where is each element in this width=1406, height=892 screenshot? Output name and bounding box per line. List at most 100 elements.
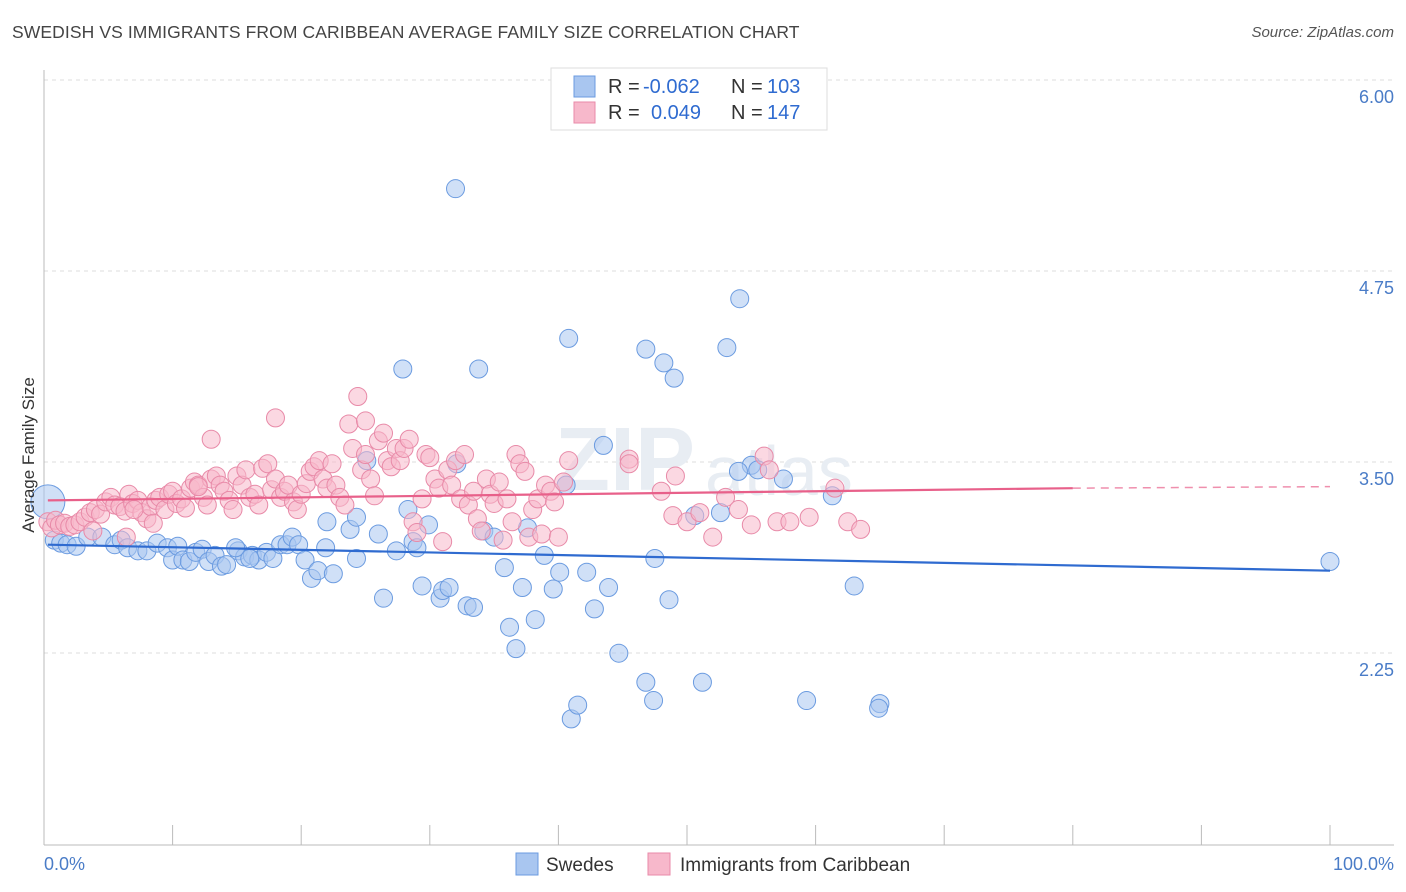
- point-swedes: [512, 577, 532, 597]
- point-caribbean: [265, 408, 285, 428]
- point-swedes: [346, 507, 366, 527]
- point-caribbean: [532, 524, 552, 544]
- point-swedes: [644, 691, 664, 711]
- legend-n-label-swedes: N =: [731, 76, 763, 98]
- point-caribbean: [651, 481, 671, 501]
- point-caribbean: [143, 513, 163, 533]
- point-caribbean: [545, 492, 565, 512]
- trend-line-caribbean-extension: [1072, 485, 1331, 489]
- point-swedes: [654, 353, 674, 373]
- point-swedes: [446, 179, 466, 199]
- point-caribbean: [442, 475, 462, 495]
- point-caribbean: [188, 477, 208, 497]
- point-swedes: [500, 617, 520, 637]
- point-caribbean: [335, 495, 355, 515]
- point-caribbean: [356, 445, 375, 465]
- point-caribbean: [433, 532, 453, 552]
- point-caribbean: [399, 429, 419, 449]
- point-swedes: [664, 368, 684, 388]
- point-caribbean: [348, 386, 368, 406]
- point-swedes: [323, 564, 343, 584]
- point-swedes: [717, 338, 737, 358]
- point-swedes: [308, 561, 328, 581]
- y-tick-label: 2.25: [1359, 660, 1394, 680]
- point-caribbean: [677, 512, 697, 532]
- chart-source: Source: ZipAtlas.com: [1251, 24, 1394, 41]
- point-caribbean: [197, 495, 217, 515]
- point-caribbean: [619, 454, 639, 474]
- point-caribbean: [741, 515, 761, 535]
- point-swedes: [609, 643, 629, 663]
- point-caribbean: [356, 411, 375, 431]
- legend-r-label-caribbean: R =: [608, 102, 640, 124]
- point-swedes: [728, 461, 748, 481]
- point-caribbean: [374, 423, 394, 443]
- point-caribbean: [124, 500, 144, 520]
- point-swedes: [599, 577, 619, 597]
- trend-lines: [47, 485, 1331, 572]
- legend-swatch-caribbean: [573, 101, 596, 124]
- legend-n-label-caribbean: N =: [731, 102, 763, 124]
- point-swedes: [464, 597, 484, 617]
- point-caribbean: [83, 521, 103, 541]
- point-caribbean: [703, 527, 723, 547]
- point-caribbean: [322, 454, 342, 474]
- y-tick-label: 4.75: [1359, 278, 1394, 298]
- x-tick-right: 100.0%: [1333, 854, 1394, 874]
- point-caribbean: [489, 472, 509, 492]
- point-swedes: [559, 328, 579, 348]
- legend-swatch-swedes: [573, 75, 596, 98]
- point-caribbean: [236, 460, 256, 480]
- legend-r-value-caribbean: 0.049: [651, 102, 701, 124]
- point-swedes: [494, 558, 514, 578]
- point-caribbean: [455, 445, 475, 465]
- legend-n-value-caribbean: 147: [767, 102, 800, 124]
- point-swedes: [584, 599, 604, 619]
- point-swedes: [773, 469, 793, 489]
- point-swedes: [577, 562, 597, 582]
- point-caribbean: [780, 512, 800, 532]
- x-tick-left: 0.0%: [44, 854, 85, 874]
- point-caribbean: [361, 469, 381, 489]
- legend-n-value-swedes: 103: [767, 76, 800, 98]
- point-caribbean: [420, 448, 440, 468]
- point-caribbean: [339, 414, 359, 434]
- point-caribbean: [223, 500, 243, 520]
- point-caribbean: [851, 519, 871, 539]
- point-caribbean: [665, 466, 685, 486]
- point-caribbean: [201, 429, 221, 449]
- point-swedes: [393, 359, 413, 379]
- legend-top: R = -0.062 N = 103 R = 0.049 N = 147: [550, 67, 828, 131]
- bottom-legend-swatch-swedes: [515, 852, 539, 876]
- point-caribbean: [116, 527, 136, 547]
- point-caribbean: [554, 472, 574, 492]
- point-swedes: [593, 435, 613, 455]
- trend-line-swedes: [47, 543, 1331, 572]
- point-swedes: [550, 562, 570, 582]
- point-caribbean: [497, 489, 517, 509]
- legend-r-label-swedes: R =: [608, 76, 640, 98]
- point-swedes: [645, 548, 665, 568]
- point-caribbean: [249, 495, 269, 515]
- trend-line-caribbean: [47, 487, 1073, 502]
- point-swedes: [525, 610, 545, 630]
- point-swedes: [346, 548, 366, 568]
- point-swedes: [692, 672, 712, 692]
- point-swedes: [374, 588, 394, 608]
- point-swedes: [636, 672, 656, 692]
- y-tick-labels: 6.00 4.75 3.50 2.25: [1359, 87, 1394, 680]
- point-swedes: [844, 576, 864, 596]
- point-caribbean: [825, 478, 845, 498]
- bottom-legend-swatch-caribbean: [647, 852, 671, 876]
- point-caribbean: [471, 521, 491, 541]
- point-swedes: [368, 524, 388, 544]
- point-swedes: [317, 512, 337, 532]
- point-swedes: [659, 590, 679, 610]
- point-swedes: [869, 698, 889, 718]
- point-caribbean: [258, 454, 278, 474]
- point-caribbean: [728, 500, 748, 520]
- point-caribbean: [502, 512, 522, 532]
- point-swedes: [217, 555, 237, 575]
- point-swedes: [568, 695, 588, 715]
